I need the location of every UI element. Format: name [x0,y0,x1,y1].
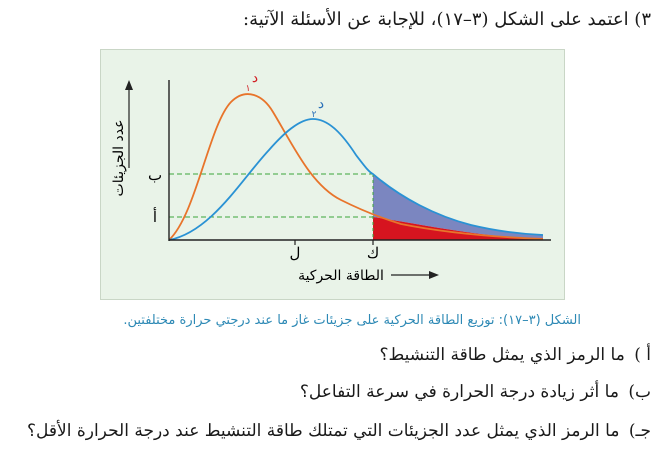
curve-label-d1: د [252,70,258,86]
curve-d1 [168,93,544,241]
x-axis-label: الطاقة الحركية [298,268,384,284]
question-intro: ٣) اعتمد على الشكل (٣–١٧)، للإجابة عن ال… [243,9,651,30]
item-b-text: ما أثر زيادة درجة الحرارة في سرعة التفاع… [299,382,619,402]
question-item-c: جـ) ما الرمز الذي يمثل عدد الجزيئات التي… [11,419,651,443]
curve-label-d2-subscript: ٢ [312,110,317,120]
item-c-text: ما الرمز الذي يمثل عدد الجزيئات التي تمت… [27,421,620,441]
item-a-prefix: أ ) [634,345,651,365]
curve-d2 [168,118,544,241]
curve-label-d1-subscript: ١ [246,84,251,94]
tick-label-k: ك [367,244,379,262]
y-arrow-head [125,80,133,90]
distribution-graph: عدد الجزيئات الطاقة الحركية ب أ ل ك د ١ … [111,70,551,284]
item-c-prefix: جـ) [628,421,651,441]
tick-label-l: ل [290,244,301,262]
y-axis-label: عدد الجزيئات [111,120,127,197]
figure-caption: الشكل (٣–١٧): توزيع الطاقة الحركية على ج… [123,313,581,328]
curve-label-d2: د [318,96,324,112]
x-arrow-head [429,271,439,279]
area-higher-temperature [373,174,543,238]
item-a-text: ما الرمز الذي يمثل طاقة التنشيط؟ [379,345,625,365]
figure-panel: عدد الجزيئات الطاقة الحركية ب أ ل ك د ١ … [100,49,565,300]
question-item-b: ب) ما أثر زيادة درجة الحرارة في سرعة الت… [11,380,651,404]
item-b-prefix: ب) [628,382,651,402]
tick-label-a: أ [153,207,157,226]
question-item-a: أ ) ما الرمز الذي يمثل طاقة التنشيط؟ [11,343,651,367]
tick-label-b: ب [148,166,162,184]
area-lower-temperature [373,217,543,240]
